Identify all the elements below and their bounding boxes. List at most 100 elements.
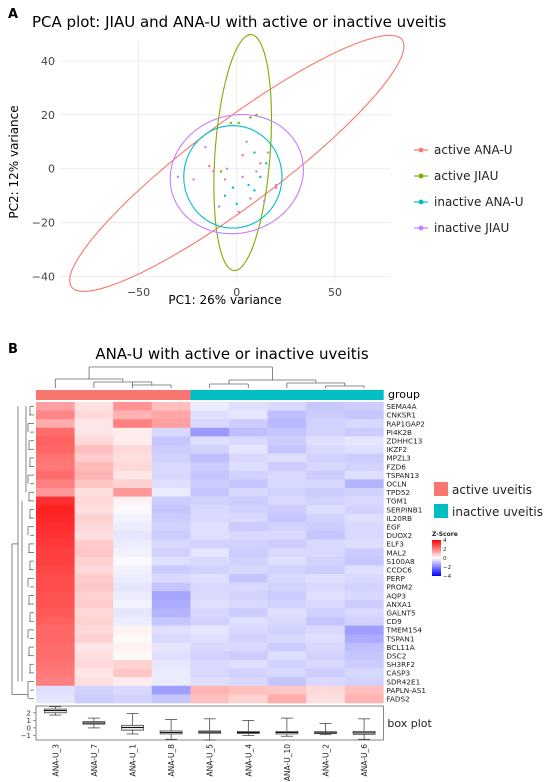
- pca-legend-swatch-point: [418, 199, 424, 205]
- group-legend-swatch: [434, 504, 448, 518]
- heatmap-cell: [267, 582, 307, 592]
- sample-label: ANA-U_2: [322, 744, 331, 777]
- colorbar-tick-label: 2: [443, 547, 447, 553]
- heatmap-cell: [74, 668, 114, 678]
- gene-label: SEMA4A: [386, 402, 416, 411]
- heatmap-cell: [267, 419, 307, 429]
- heatmap-cell: [190, 496, 230, 506]
- heatmap-cell: [267, 574, 307, 583]
- heatmap-cell: [229, 608, 268, 618]
- heatmap-cell: [344, 608, 384, 618]
- heatmap-cell: [74, 505, 114, 515]
- heatmap-cell: [267, 427, 307, 437]
- heatmap-cell: [229, 651, 268, 661]
- heatmap-cell: [113, 496, 153, 506]
- heatmap-cell: [36, 565, 75, 575]
- heatmap-cell: [344, 410, 384, 420]
- heatmap-cell: [151, 419, 191, 429]
- heatmap-cell: [229, 694, 268, 704]
- gene-label: IL20RB: [386, 514, 412, 523]
- heatmap-cell: [36, 402, 75, 411]
- heatmap-cell: [267, 436, 307, 446]
- pca-legend-swatch-point: [418, 147, 424, 153]
- heatmap-cell: [229, 427, 268, 437]
- heatmap-cell: [36, 677, 75, 687]
- heatmap-cell: [267, 488, 307, 497]
- gene-label: SDR42E1: [386, 677, 420, 686]
- heatmap-cell: [267, 505, 307, 515]
- heatmap-cell: [36, 599, 75, 609]
- pca-x-tick-label: 0: [233, 286, 240, 299]
- heatmap-cell: [229, 548, 268, 558]
- heatmap-cell: [151, 488, 191, 497]
- heatmap-cell: [113, 591, 153, 601]
- heatmap-cell: [267, 496, 307, 506]
- heatmap-cell: [151, 651, 191, 661]
- heatmap-cell: [190, 445, 230, 454]
- heatmap-cell: [306, 599, 346, 609]
- heatmap-cell: [306, 462, 346, 472]
- heatmap-cell: [344, 548, 384, 558]
- heatmap-cell: [229, 668, 268, 678]
- pca-y-axis-label: PC2: 12% variance: [7, 105, 21, 218]
- heatmap-cell: [113, 402, 153, 411]
- heatmap-cell: [74, 642, 114, 652]
- heatmap-cell: [113, 470, 153, 480]
- heatmap-cell: [229, 513, 268, 523]
- heatmap-cell: [151, 453, 191, 463]
- heatmap-cell: [306, 470, 346, 480]
- heatmap-cell: [306, 410, 346, 420]
- heatmap-cell: [267, 410, 307, 420]
- heatmap-cell: [344, 427, 384, 437]
- heatmap-cell: [229, 505, 268, 515]
- heatmap-cell: [36, 531, 75, 540]
- heatmap-cell: [113, 505, 153, 515]
- heatmap-cell: [306, 488, 346, 497]
- pca-y-tick-label: 0: [48, 163, 55, 176]
- heatmap-cell: [36, 488, 75, 497]
- pca-point: [192, 178, 195, 181]
- heatmap-cell: [36, 574, 75, 583]
- heatmap-cell: [36, 445, 75, 454]
- heatmap-cell: [74, 470, 114, 480]
- pca-point: [247, 183, 250, 187]
- heatmap-cell: [190, 642, 230, 652]
- heatmap-cell: [344, 402, 384, 411]
- heatmap-cell: [344, 668, 384, 678]
- pca-point: [204, 145, 207, 149]
- group-annotation-cell: [113, 390, 153, 400]
- group-annotation-cell: [190, 390, 230, 400]
- column-dendrogram: [54, 366, 365, 388]
- colorbar-title: Z-Score: [432, 531, 458, 538]
- pca-y-tick-label: −40: [32, 271, 55, 284]
- heatmap-cell: [74, 625, 114, 635]
- heatmap-cell: [229, 496, 268, 506]
- heatmap-cell: [229, 660, 268, 669]
- heatmap-cell: [36, 668, 75, 678]
- heatmap-cell: [151, 505, 191, 515]
- heatmap-cell: [113, 531, 153, 540]
- group-annotation-label: group: [388, 388, 420, 401]
- heatmap-cell: [190, 608, 230, 618]
- gene-label: PAPLN-AS1: [386, 686, 426, 695]
- heatmap-cell: [190, 617, 230, 626]
- heatmap-cell: [113, 660, 153, 669]
- pca-point: [229, 121, 233, 125]
- heatmap-title: ANA-U with active or inactive uveitis: [95, 345, 369, 363]
- heatmap-cell: [306, 427, 346, 437]
- heatmap-cell: [229, 488, 268, 497]
- heatmap-cell: [306, 625, 346, 635]
- pca-title: PCA plot: JIAU and ANA-U with active or …: [32, 13, 446, 31]
- heatmap-cell: [267, 625, 307, 635]
- heatmap-cell: [74, 496, 114, 506]
- heatmap-cell: [36, 410, 75, 420]
- heatmap-cell: [306, 479, 346, 489]
- heatmap-cell: [36, 539, 75, 549]
- heatmap-cell: [74, 488, 114, 497]
- heatmap-cell: [267, 470, 307, 480]
- heatmap-cell: [113, 574, 153, 583]
- gene-label: SH3RF2: [386, 660, 415, 669]
- heatmap-cell: [113, 427, 153, 437]
- heatmap-cell: [306, 694, 346, 704]
- heatmap-cell: [229, 402, 268, 411]
